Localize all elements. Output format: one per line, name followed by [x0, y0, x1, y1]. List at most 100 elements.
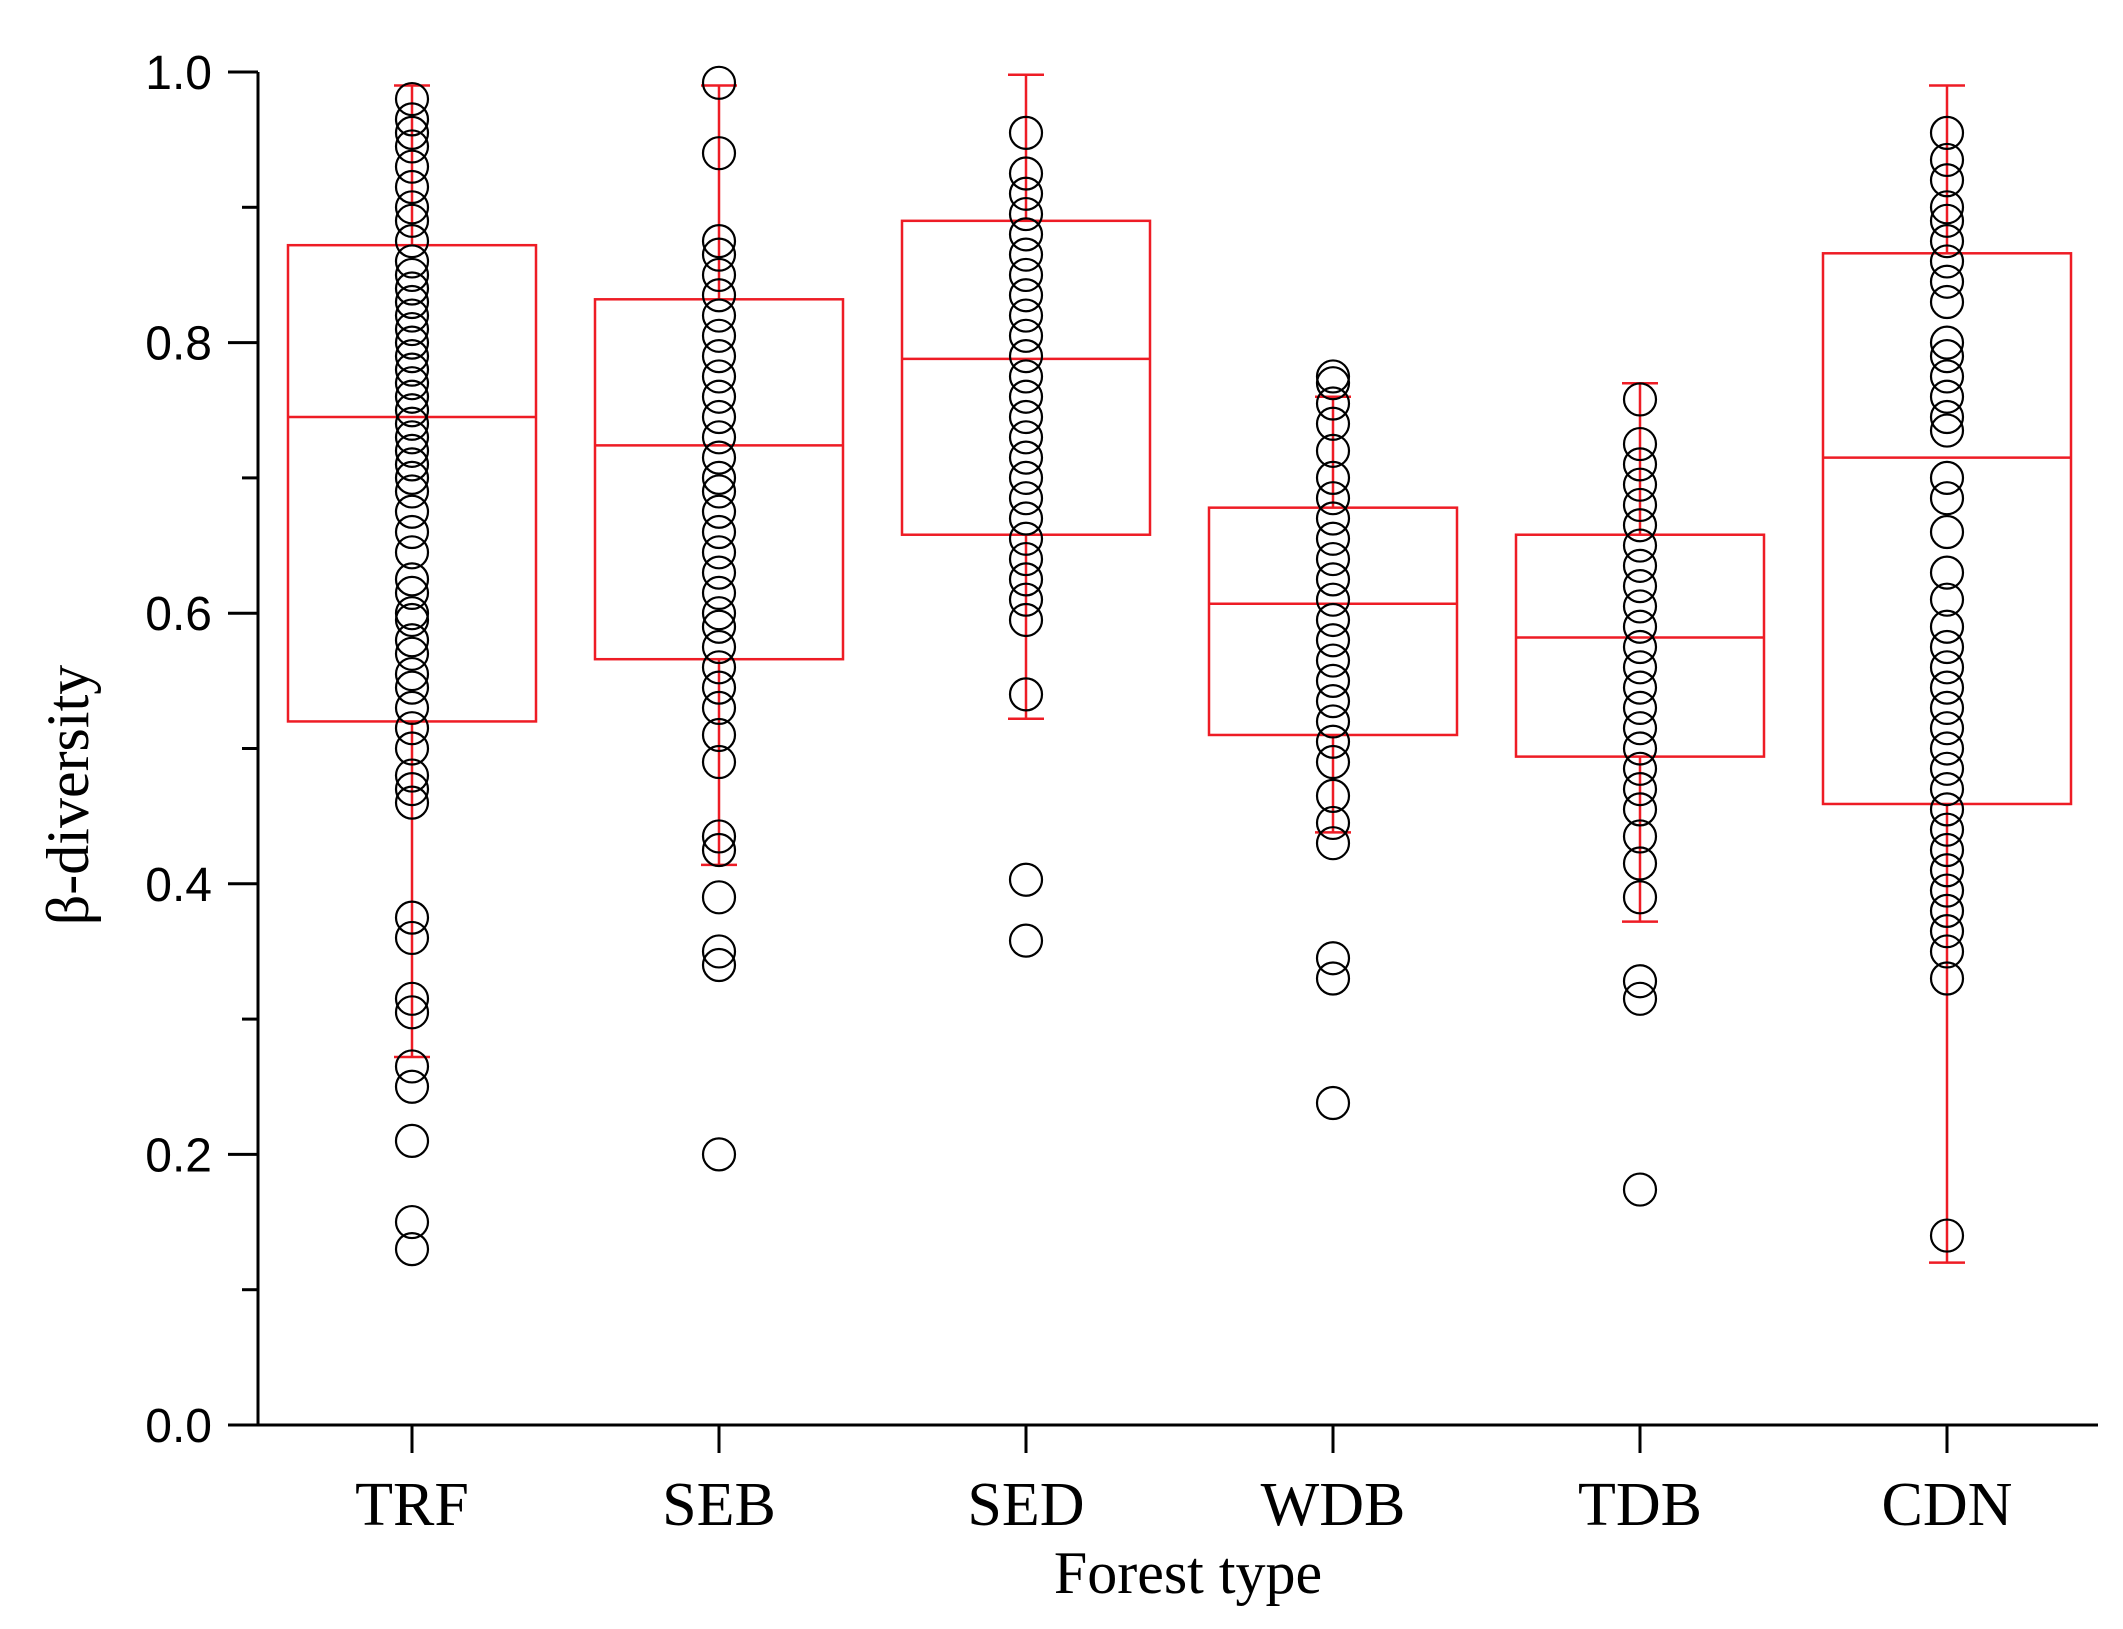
data-point [1929, 731, 1965, 766]
data-point [1929, 934, 1965, 969]
data-point [394, 785, 430, 820]
data-point [394, 771, 430, 807]
data-point [1315, 643, 1351, 678]
data-point [1622, 981, 1658, 1016]
data-point [394, 420, 430, 455]
data-point [1008, 257, 1044, 293]
data-point [1008, 521, 1044, 556]
data-point [1315, 602, 1351, 638]
data-point [1315, 433, 1351, 468]
y-tick-label: 0.6 [145, 588, 212, 641]
data-point [394, 203, 430, 238]
data-point [1929, 711, 1965, 746]
data-point [394, 981, 430, 1016]
x-tick-label-SED: SED [967, 1471, 1084, 1539]
points-TRF [394, 81, 430, 1267]
data-point [701, 136, 737, 171]
data-point [701, 399, 737, 435]
data-point [394, 920, 430, 956]
boxes-layer [286, 73, 2073, 1264]
y-tick-label: 0.2 [145, 1129, 212, 1182]
data-point [1008, 862, 1044, 897]
data-point [1929, 914, 1965, 949]
data-point [1008, 237, 1044, 272]
data-point [394, 900, 430, 935]
data-point [1929, 792, 1965, 827]
data-point [701, 514, 737, 550]
box-group-TRF [286, 84, 538, 1059]
data-point [1929, 690, 1965, 726]
data-point [1008, 562, 1044, 597]
data-point [701, 379, 737, 414]
data-point [394, 596, 430, 631]
box-SEB [593, 298, 845, 661]
points-SEB [701, 65, 737, 1172]
data-point [701, 575, 737, 611]
data-point [1929, 481, 1965, 516]
data-point [1315, 386, 1351, 421]
data-point [1008, 359, 1044, 394]
data-point [394, 406, 430, 441]
data-point [1929, 832, 1965, 868]
data-point [1929, 244, 1965, 279]
data-point [1008, 602, 1044, 638]
data-point [1315, 359, 1351, 394]
data-point [701, 670, 737, 705]
data-point [1929, 771, 1965, 807]
data-point [1315, 778, 1351, 813]
data-point [1929, 893, 1965, 928]
data-point [701, 717, 737, 753]
data-point [1929, 413, 1965, 448]
data-point [1315, 460, 1351, 495]
data-point [1008, 115, 1044, 150]
data-point [701, 880, 737, 915]
data-point [394, 1123, 430, 1158]
data-point [394, 339, 430, 374]
data-point [394, 460, 430, 495]
data-point [394, 433, 430, 468]
data-point [1622, 528, 1658, 563]
data-point [394, 758, 430, 793]
data-point [1315, 541, 1351, 577]
data-point [1315, 704, 1351, 739]
data-point [1622, 792, 1658, 827]
box-CDN [1821, 252, 2073, 806]
x-axis-title: Forest type [1054, 1540, 1322, 1606]
data-point [1929, 609, 1965, 644]
data-point [1622, 711, 1658, 746]
data-point [1008, 541, 1044, 577]
data-point [701, 359, 737, 394]
x-tick-label-CDN: CDN [1882, 1471, 2013, 1539]
data-point [394, 514, 430, 550]
y-tick-label: 0.0 [145, 1400, 212, 1453]
data-point [1315, 663, 1351, 698]
data-point [701, 555, 737, 590]
data-point [394, 575, 430, 611]
data-point [1008, 399, 1044, 435]
data-point [394, 169, 430, 205]
data-point [394, 298, 430, 333]
box-TDB [1514, 533, 1766, 758]
data-point [394, 731, 430, 766]
data-point [1315, 1085, 1351, 1121]
data-point [701, 650, 737, 685]
data-point [1929, 115, 1965, 150]
data-point [1622, 819, 1658, 854]
data-point [1315, 562, 1351, 597]
data-point [1929, 359, 1965, 394]
data-point [394, 447, 430, 482]
box-WDB [1207, 506, 1459, 737]
y-tick-label: 1.0 [145, 47, 212, 100]
y-axis-title: β-diversity [35, 665, 101, 925]
points-layer [394, 65, 1965, 1267]
data-point [1315, 406, 1351, 441]
data-point [1008, 298, 1044, 333]
data-point [1008, 217, 1044, 252]
box-SED [900, 219, 1152, 536]
data-point [1008, 420, 1044, 455]
x-tick-label-TDB: TDB [1578, 1471, 1702, 1539]
data-point [701, 819, 737, 854]
data-point [1008, 481, 1044, 516]
data-point [1622, 589, 1658, 624]
data-point [1929, 460, 1965, 495]
